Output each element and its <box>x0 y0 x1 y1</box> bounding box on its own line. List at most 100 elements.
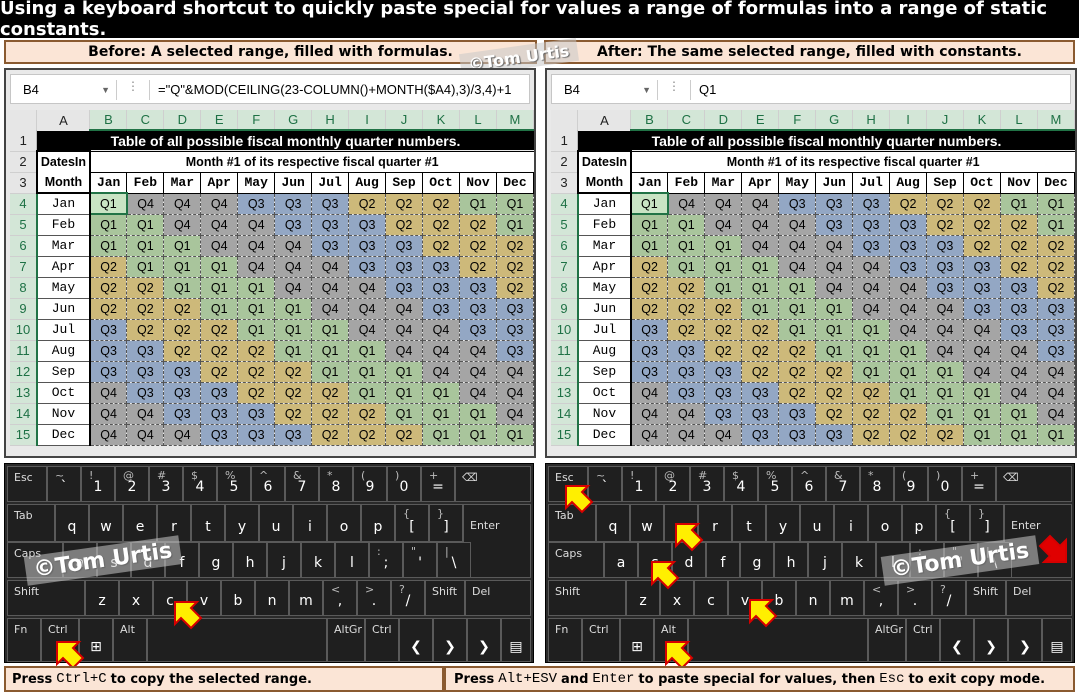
key-shift-right[interactable]: Shift <box>966 580 1006 616</box>
quarter-cell[interactable]: Q2 <box>274 381 313 404</box>
quarter-cell[interactable]: Q1 <box>1036 192 1076 215</box>
key-shift-right[interactable]: Shift <box>425 580 465 616</box>
month-header[interactable]: Sep <box>926 171 964 194</box>
quarter-cell[interactable]: Q2 <box>630 276 669 299</box>
select-all-corner[interactable] <box>551 110 579 130</box>
key[interactable]: k <box>301 542 335 578</box>
key[interactable]: w <box>630 504 664 542</box>
month-header[interactable]: Mar <box>704 171 743 194</box>
quarter-cell[interactable]: Q1 <box>200 297 239 320</box>
quarter-cell[interactable]: Q1 <box>1036 213 1076 236</box>
quarter-cell[interactable]: Q1 <box>385 381 423 404</box>
quarter-cell[interactable]: Q4 <box>200 213 239 236</box>
key[interactable]: }] <box>970 504 1004 542</box>
quarter-cell[interactable]: Q2 <box>926 192 964 215</box>
quarter-cell[interactable]: Q1 <box>163 276 202 299</box>
column-header[interactable]: I <box>889 110 928 131</box>
key[interactable]: * 8 <box>860 466 894 502</box>
quarter-cell[interactable]: Q3 <box>422 255 460 278</box>
month-header[interactable]: Nov <box>458 171 497 194</box>
quarter-cell[interactable]: Q3 <box>926 255 964 278</box>
quarter-cell[interactable]: Q4 <box>348 318 387 341</box>
quarter-cell[interactable]: Q2 <box>778 381 817 404</box>
row-month[interactable]: Oct <box>576 382 632 404</box>
quarter-cell[interactable]: Q1 <box>237 276 276 299</box>
row-header[interactable]: 7 <box>551 256 579 278</box>
quarter-cell[interactable]: Q4 <box>778 255 817 278</box>
key-enter[interactable]: Enter <box>463 504 531 578</box>
row-header[interactable]: 12 <box>551 361 579 383</box>
quarter-cell[interactable]: Q4 <box>778 234 817 257</box>
key[interactable]: e <box>123 504 157 542</box>
row-header[interactable]: 14 <box>10 403 38 425</box>
key[interactable]: g <box>740 542 774 578</box>
menu-icon[interactable]: ▤ <box>501 618 531 662</box>
quarter-cell[interactable]: Q4 <box>741 234 780 257</box>
quarter-cell[interactable]: Q3 <box>630 339 669 362</box>
key[interactable]: w <box>89 504 123 542</box>
column-header[interactable]: A <box>577 110 632 130</box>
quarter-cell[interactable]: Q1 <box>741 276 780 299</box>
quarter-cell[interactable]: Q2 <box>163 297 202 320</box>
quarter-cell[interactable]: Q3 <box>495 318 535 341</box>
quarter-cell[interactable]: Q2 <box>889 402 928 425</box>
key-shift-left[interactable]: Shift <box>7 580 85 616</box>
quarter-cell[interactable]: Q4 <box>348 276 387 299</box>
quarter-cell[interactable]: Q1 <box>163 234 202 257</box>
column-header[interactable]: H <box>311 110 350 131</box>
quarter-cell[interactable]: Q4 <box>126 192 165 215</box>
quarter-cell[interactable]: Q4 <box>385 339 423 362</box>
row-month[interactable]: Sep <box>35 361 91 383</box>
quarter-cell[interactable]: Q3 <box>741 423 780 446</box>
quarter-cell[interactable]: Q2 <box>237 360 276 383</box>
column-header[interactable]: F <box>778 110 817 131</box>
key[interactable]: a <box>604 542 638 578</box>
quarter-cell[interactable]: Q1 <box>815 339 854 362</box>
key[interactable]: % 5 <box>758 466 792 502</box>
key[interactable]: (9 <box>894 466 928 502</box>
quarter-cell[interactable]: Q1 <box>704 255 743 278</box>
row-month[interactable]: Sep <box>576 361 632 383</box>
quarter-cell[interactable]: Q3 <box>311 192 350 215</box>
quarter-cell[interactable]: Q1 <box>348 339 387 362</box>
quarter-cell[interactable]: Q4 <box>311 297 350 320</box>
month-header[interactable]: Jul <box>852 171 891 194</box>
quarter-cell[interactable]: Q3 <box>163 360 202 383</box>
key[interactable]: ~ ` <box>47 466 81 502</box>
quarter-cell[interactable]: Q3 <box>126 339 165 362</box>
column-header[interactable]: H <box>852 110 891 131</box>
quarter-cell[interactable]: Q2 <box>385 423 423 446</box>
quarter-cell[interactable]: Q2 <box>89 255 128 278</box>
column-header[interactable]: L <box>1000 110 1038 131</box>
quarter-cell[interactable]: Q1 <box>311 360 350 383</box>
menu-icon[interactable]: ▤ <box>1042 618 1072 662</box>
key[interactable]: * 8 <box>319 466 353 502</box>
key[interactable]: p <box>902 504 936 542</box>
row-header[interactable]: 15 <box>10 424 38 446</box>
key[interactable]: k <box>842 542 876 578</box>
quarter-cell[interactable]: Q1 <box>852 360 891 383</box>
key[interactable]: u <box>259 504 293 542</box>
quarter-cell[interactable]: Q2 <box>1036 276 1076 299</box>
quarter-cell[interactable]: Q4 <box>926 318 964 341</box>
quarter-cell[interactable]: Q3 <box>815 423 854 446</box>
key[interactable]: z <box>85 580 119 616</box>
quarter-cell[interactable]: Q1 <box>126 213 165 236</box>
arrow-left-icon[interactable]: ❮ <box>940 618 974 662</box>
arrow-down-icon[interactable]: ❯ <box>974 618 1008 662</box>
quarter-cell[interactable]: Q3 <box>630 318 669 341</box>
quarter-cell[interactable]: Q2 <box>311 423 350 446</box>
quarter-cell[interactable]: Q3 <box>741 402 780 425</box>
key[interactable]: (9 <box>353 466 387 502</box>
quarter-cell[interactable]: Q4 <box>495 381 535 404</box>
key[interactable]: & 7 <box>826 466 860 502</box>
quarter-cell[interactable]: Q2 <box>495 276 535 299</box>
quarter-cell[interactable]: Q3 <box>667 360 706 383</box>
row-month[interactable]: Dec <box>576 424 632 446</box>
key[interactable]: % 5 <box>217 466 251 502</box>
quarter-cell[interactable]: Q4 <box>495 360 535 383</box>
quarter-cell[interactable]: Q2 <box>385 192 423 215</box>
quarter-cell[interactable]: Q3 <box>89 339 128 362</box>
quarter-cell[interactable]: Q1 <box>889 360 928 383</box>
key-caps[interactable]: Caps <box>548 542 604 578</box>
